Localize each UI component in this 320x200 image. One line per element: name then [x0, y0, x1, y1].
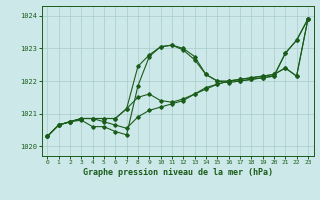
X-axis label: Graphe pression niveau de la mer (hPa): Graphe pression niveau de la mer (hPa)	[83, 168, 273, 177]
